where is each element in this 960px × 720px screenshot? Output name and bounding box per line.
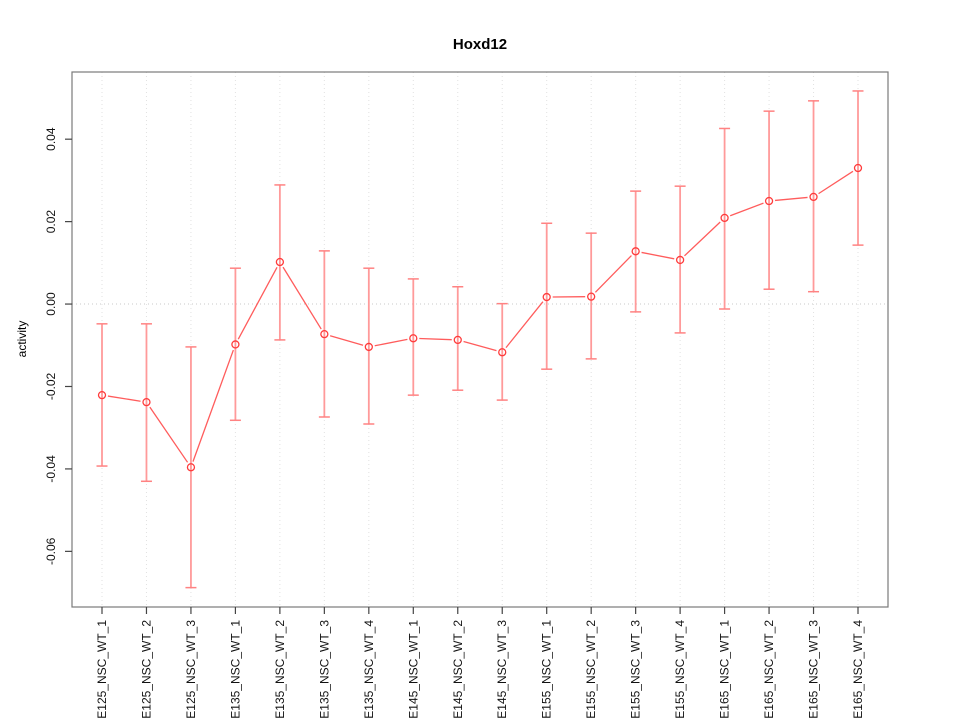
line-segment	[594, 255, 632, 293]
line-segment	[729, 202, 764, 217]
x-tick-label: E145_NSC_WT_3	[495, 620, 509, 719]
line-segment	[818, 170, 854, 195]
y-tick-label: 0.04	[44, 127, 58, 151]
x-axis: E125_NSC_WT_1 E125_NSC_WT_2 E125_NSC_WT_3 E…	[95, 607, 865, 719]
line-segment	[463, 340, 497, 352]
line-segment	[774, 196, 808, 202]
x-tick-label: E165_NSC_WT_2	[762, 620, 776, 719]
x-tick-label: E135_NSC_WT_2	[273, 620, 287, 719]
error-bars	[96, 90, 864, 589]
x-tick-label: E125_NSC_WT_1	[95, 620, 109, 719]
x-tick-label: E135_NSC_WT_1	[228, 620, 242, 719]
line-segment	[419, 337, 452, 341]
y-tick-label: -0.04	[44, 455, 58, 483]
line-segment	[149, 406, 189, 463]
x-tick-label: E155_NSC_WT_1	[540, 620, 554, 719]
data-point-marker	[409, 334, 418, 343]
plot-border	[71, 71, 889, 608]
x-tick-label: E125_NSC_WT_2	[139, 620, 153, 719]
data-point-marker	[631, 247, 640, 256]
data-point-marker	[675, 255, 685, 265]
data-point-marker	[764, 196, 774, 206]
x-tick-label: E145_NSC_WT_1	[406, 620, 420, 719]
x-tick-label: E155_NSC_WT_4	[673, 620, 687, 719]
x-tick-label: E135_NSC_WT_3	[317, 620, 331, 719]
y-tick-label: 0.00	[44, 292, 58, 316]
line-segment	[329, 335, 364, 346]
x-tick-label: E135_NSC_WT_4	[362, 620, 376, 719]
line-segment	[237, 266, 278, 340]
y-tick-label: 0.02	[44, 210, 58, 234]
x-tick-label: E155_NSC_WT_2	[584, 620, 598, 719]
series-line	[107, 170, 854, 463]
y-axis-title: activity	[15, 320, 29, 358]
line-segment	[374, 338, 408, 347]
x-tick-label: E155_NSC_WT_3	[629, 620, 643, 719]
line-segment	[505, 301, 544, 349]
line-segment	[684, 221, 721, 257]
chart-title: Hoxd12	[452, 36, 508, 53]
data-point-marker	[720, 213, 729, 223]
line-segment	[107, 395, 141, 402]
data-point-marker	[231, 340, 240, 349]
data-point-marker	[142, 398, 151, 407]
x-tick-label: E145_NSC_WT_2	[451, 620, 465, 719]
data-point-marker	[853, 163, 863, 173]
line-segment	[282, 266, 322, 330]
gridlines	[101, 72, 859, 607]
data-point-marker	[542, 292, 551, 302]
y-tick-label: -0.02	[44, 372, 58, 400]
data-point-marker	[809, 192, 818, 202]
y-axis: -0.06 -0.04 -0.02 0.00 0.02 0.04	[44, 127, 72, 565]
data-point-marker	[364, 342, 373, 352]
x-tick-label: E165_NSC_WT_3	[807, 620, 821, 719]
x-tick-label: E165_NSC_WT_1	[718, 620, 732, 719]
plot-border	[71, 71, 889, 608]
line-segment	[192, 349, 234, 462]
data-point-marker	[498, 348, 507, 357]
data-point-marker	[320, 329, 329, 339]
data-point-marker	[97, 390, 107, 400]
x-tick-label: E165_NSC_WT_4	[851, 620, 865, 719]
data-point-marker	[587, 292, 596, 301]
markers	[97, 163, 863, 472]
x-tick-label: E125_NSC_WT_3	[184, 620, 198, 719]
data-point-marker	[453, 335, 462, 345]
line-segment	[641, 251, 675, 260]
data-point-marker	[275, 257, 285, 267]
data-point-marker	[186, 463, 196, 472]
y-tick-label: -0.06	[44, 537, 58, 565]
